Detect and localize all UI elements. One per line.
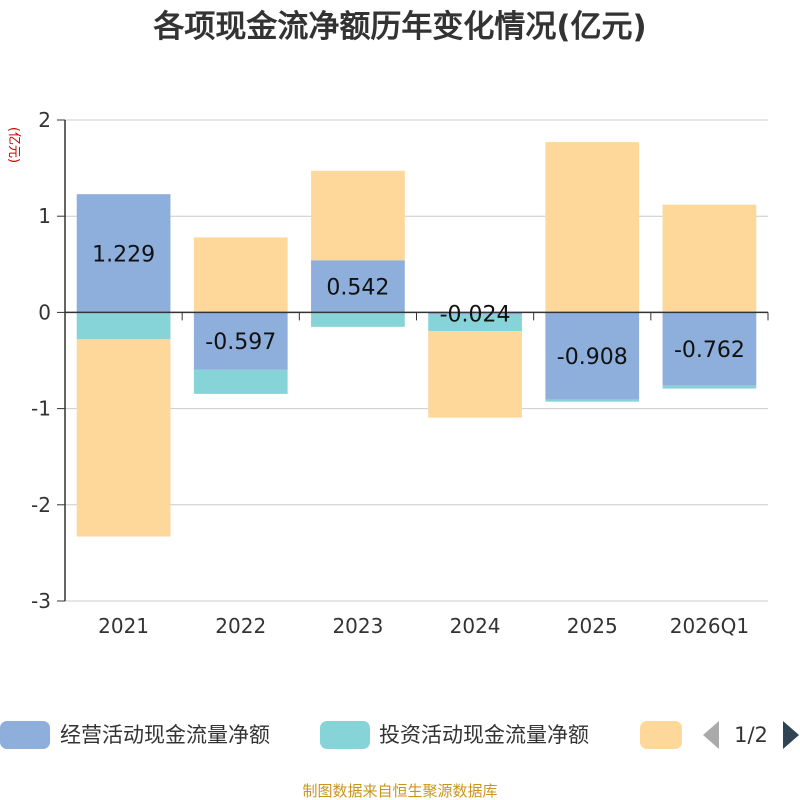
- bar-2021-series-1[interactable]: [76, 312, 171, 340]
- x-tick-label: 2024: [450, 614, 501, 638]
- x-tick-label: 2023: [332, 614, 383, 638]
- y-tick-label: 1: [38, 204, 51, 228]
- data-label: -0.908: [557, 345, 628, 370]
- x-tick-label: 2022: [215, 614, 266, 638]
- y-tick-label: -2: [31, 493, 51, 517]
- bars: [76, 142, 757, 537]
- source-note: 制图数据来自恒生聚源数据库: [302, 782, 497, 800]
- bar-2025-series-0[interactable]: [545, 312, 640, 400]
- x-tick-label: 2026Q1: [670, 614, 749, 638]
- legend: 经营活动现金流量净额 投资活动现金流量净额 1/2: [0, 721, 799, 749]
- y-axis-label: (亿元): [6, 127, 21, 163]
- data-label: 0.542: [326, 275, 389, 300]
- bar-2023-series-1[interactable]: [311, 312, 405, 327]
- bar-2025-series-2[interactable]: [545, 142, 640, 313]
- bar-2021-series-0[interactable]: [76, 194, 171, 313]
- data-labels: 1.229 -0.597 0.542 -0.024 -0.908 -0.762: [92, 242, 745, 370]
- bar-2022-series-0[interactable]: [193, 312, 288, 370]
- bar-2024-series-0[interactable]: [428, 312, 522, 315]
- bar-2022-series-2[interactable]: [193, 237, 288, 313]
- legend-label-investing: 投资活动现金流量净额: [379, 723, 589, 747]
- data-label: -0.762: [674, 338, 745, 363]
- bar-2023-series-0[interactable]: [311, 260, 405, 313]
- bar-2024-series-1[interactable]: [428, 314, 522, 332]
- data-label: -0.597: [205, 330, 276, 355]
- bar-2023-series-2[interactable]: [311, 170, 405, 261]
- y-tick-label: -1: [31, 397, 51, 421]
- x-tick-label: 2021: [98, 614, 149, 638]
- bar-2024-series-2[interactable]: [428, 331, 522, 418]
- x-tick-label: 2025: [567, 614, 618, 638]
- bar-2026Q1-series-1[interactable]: [662, 385, 757, 389]
- chart-title: 各项现金流净额历年变化情况(亿元): [152, 9, 646, 45]
- legend-label-operating: 经营活动现金流量净额: [60, 723, 270, 747]
- grid-lines: [65, 119, 768, 602]
- triangle-right-icon[interactable]: [783, 721, 799, 749]
- y-tick-label: -3: [31, 589, 51, 613]
- bar-2026Q1-series-2[interactable]: [662, 204, 757, 313]
- data-label: 1.229: [92, 242, 155, 267]
- legend-swatch-third: [640, 721, 682, 749]
- legend-page-indicator: 1/2: [734, 723, 768, 747]
- bar-2025-series-1[interactable]: [545, 399, 640, 402]
- data-label: -0.024: [440, 303, 511, 328]
- legend-item-operating[interactable]: 经营活动现金流量净额: [0, 721, 270, 749]
- y-tick-label: 0: [38, 300, 51, 324]
- y-tick-label: 2: [38, 108, 51, 132]
- bar-2026Q1-series-0[interactable]: [662, 312, 757, 386]
- triangle-left-icon[interactable]: [703, 721, 719, 749]
- legend-swatch-operating: [0, 721, 50, 749]
- bar-2021-series-2[interactable]: [76, 339, 171, 537]
- legend-swatch-investing: [320, 721, 370, 749]
- legend-item-investing[interactable]: 投资活动现金流量净额: [320, 721, 589, 749]
- bar-2022-series-1[interactable]: [193, 369, 288, 394]
- axes: 2 1 0 -1 -2 -3 2021 2022 2023 2024 2025 2026Q1: [31, 108, 769, 638]
- legend-item-third[interactable]: [640, 721, 682, 749]
